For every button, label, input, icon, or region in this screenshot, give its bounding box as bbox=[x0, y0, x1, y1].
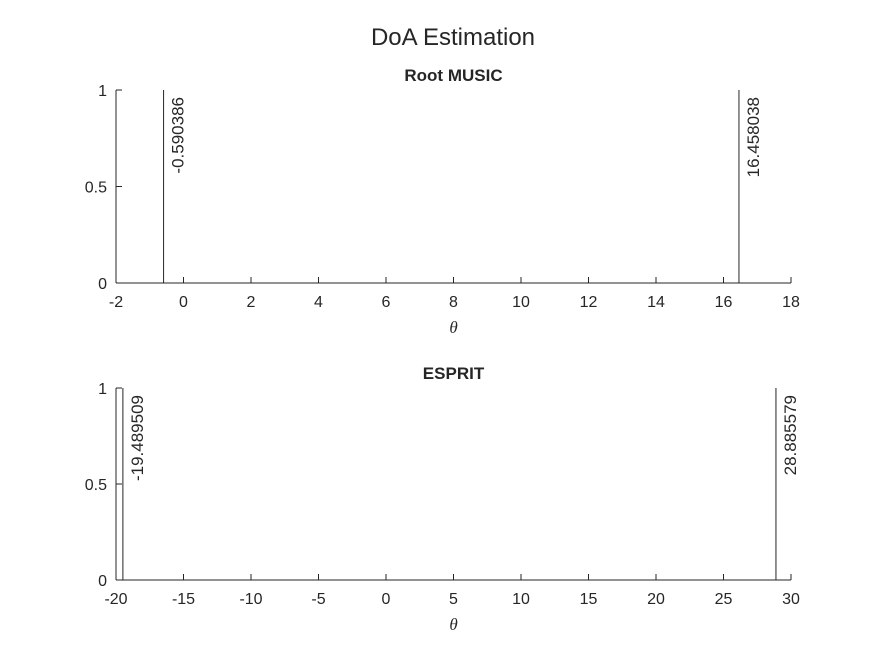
subplot-title: Root MUSIC bbox=[404, 66, 502, 85]
x-tick-label: 4 bbox=[314, 294, 323, 311]
x-tick-label: 16 bbox=[715, 294, 733, 311]
x-tick-label: 0 bbox=[179, 294, 188, 311]
axes-root-music: Root MUSIC-2 0 2 4 6 8 10 12 14 16 1800.51θ-0.5903… bbox=[85, 66, 800, 337]
doa-angle-label: 16.458038 bbox=[744, 97, 763, 177]
y-tick-label: 0.5 bbox=[85, 477, 107, 494]
y-tick-label: 0.5 bbox=[85, 180, 107, 197]
y-tick-label: 0 bbox=[98, 276, 107, 293]
subplot-title: ESPRIT bbox=[423, 364, 485, 383]
x-tick-label: 5 bbox=[449, 591, 458, 608]
x-tick-label: 20 bbox=[647, 591, 665, 608]
axes-esprit: ESPRIT -20 -15 -10 -5 0 5 10 15 20 25 30 0 0.5 1 θ -19.4… bbox=[85, 364, 800, 634]
y-tick-label: 0 bbox=[98, 573, 107, 590]
x-tick-label: 14 bbox=[647, 294, 665, 311]
figure-title: DoA Estimation bbox=[371, 24, 535, 51]
x-tick-label: 8 bbox=[449, 294, 458, 311]
x-tick-label: 10 bbox=[512, 294, 530, 311]
x-tick-label: 10 bbox=[512, 591, 530, 608]
x-tick-label: -5 bbox=[311, 591, 325, 608]
x-tick-label: -15 bbox=[172, 591, 195, 608]
x-tick-label: 25 bbox=[715, 591, 733, 608]
x-tick-label: 18 bbox=[782, 294, 800, 311]
x-axis-label: θ bbox=[449, 318, 457, 337]
doa-angle-label: -0.590386 bbox=[169, 97, 188, 174]
x-tick-label: 0 bbox=[382, 591, 391, 608]
x-axis-label: θ bbox=[449, 615, 457, 634]
doa-angle-label: -19.489509 bbox=[128, 395, 147, 481]
y-tick-label: 1 bbox=[98, 83, 107, 100]
x-tick-label: 6 bbox=[382, 294, 391, 311]
x-tick-label: 12 bbox=[580, 294, 598, 311]
doa-angle-label: 28.885579 bbox=[781, 395, 800, 475]
x-tick-label: -2 bbox=[109, 294, 123, 311]
x-tick-label: -10 bbox=[239, 591, 262, 608]
x-tick-label: 30 bbox=[782, 591, 800, 608]
x-tick-label: 2 bbox=[247, 294, 256, 311]
x-tick-label: -20 bbox=[104, 591, 127, 608]
x-tick-label: 15 bbox=[580, 591, 598, 608]
y-tick-label: 1 bbox=[98, 381, 107, 398]
